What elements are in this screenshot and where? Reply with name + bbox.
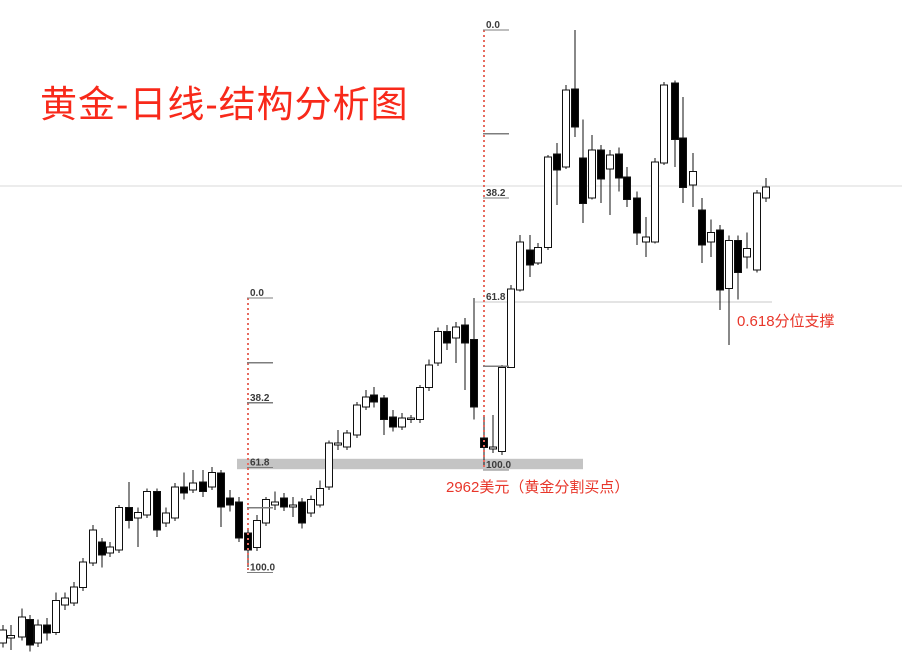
bear-candle — [43, 624, 51, 634]
bear-candle — [480, 437, 488, 449]
buy-point-annotation: 2962美元（黄金分割买点） — [446, 479, 630, 496]
bear-candle — [623, 176, 631, 201]
bear-candle — [26, 619, 34, 646]
page-title: 黄金-日线-结构分析图 — [40, 84, 409, 125]
bull-candle — [743, 247, 751, 258]
bull-candle — [208, 471, 216, 488]
bear-candle — [571, 88, 579, 128]
bull-candle — [18, 616, 26, 638]
bear-candle — [199, 481, 207, 493]
bear-candle — [734, 239, 742, 273]
bear-candle — [461, 324, 469, 344]
bull-candle — [534, 247, 542, 264]
bull-candle — [307, 499, 315, 514]
bull-candle — [425, 364, 433, 389]
bull-candle — [489, 446, 497, 450]
fib-level-label: 38.2 — [250, 393, 270, 404]
bear-candle — [153, 491, 161, 531]
bull-candle — [334, 442, 342, 446]
bear-candle — [180, 486, 188, 494]
bear-candle — [526, 249, 534, 266]
bear-candle — [125, 507, 133, 521]
bear-candle — [597, 149, 605, 180]
bull-candle — [642, 236, 650, 243]
bull-candle — [398, 417, 406, 428]
bull-candle — [416, 387, 424, 421]
bull-candle — [343, 432, 351, 448]
bull-candle — [289, 504, 297, 508]
bull-candle — [271, 501, 279, 506]
bear-candle — [389, 416, 397, 428]
bull-candle — [725, 239, 733, 289]
bull-candle — [253, 519, 261, 549]
bull-candle — [61, 597, 69, 606]
fib-level-label: 61.8 — [250, 458, 270, 469]
bull-candle — [115, 507, 123, 551]
bull-candle — [353, 404, 361, 436]
bull-candle — [689, 171, 697, 186]
bull-candle — [407, 417, 415, 421]
bear-candle — [679, 137, 687, 189]
bull-candle — [362, 396, 370, 408]
bear-candle — [698, 209, 706, 246]
bull-candle — [507, 288, 515, 369]
bull-candle — [544, 156, 552, 249]
bull-candle — [762, 186, 770, 199]
bull-candle — [562, 89, 570, 168]
bear-candle — [671, 82, 679, 141]
bull-candle — [434, 331, 442, 364]
bull-candle — [89, 529, 97, 564]
bull-candle — [79, 561, 87, 589]
support-annotation: 0.618分位支撑 — [737, 313, 835, 330]
bull-candle — [162, 512, 170, 524]
fib-level-label: 0.0 — [486, 20, 500, 31]
bull-candle — [34, 624, 42, 644]
bull-candle — [171, 486, 179, 519]
bear-candle — [443, 331, 451, 344]
bear-candle — [716, 229, 724, 291]
bull-candle — [143, 491, 151, 516]
bull-candle — [516, 241, 524, 291]
bull-candle — [707, 231, 715, 243]
bear-candle — [235, 501, 243, 539]
bull-candle — [498, 367, 506, 453]
bull-candle — [106, 546, 114, 554]
fib-level-label: 100.0 — [250, 562, 275, 573]
bear-candle — [470, 339, 478, 408]
bull-candle — [651, 161, 659, 243]
bull-candle — [7, 635, 15, 639]
fib-level-label: 0.0 — [250, 288, 264, 299]
bull-candle — [0, 629, 7, 644]
bull-candle — [660, 84, 668, 164]
bull-candle — [316, 487, 324, 506]
bull-candle — [606, 154, 614, 170]
bull-candle — [753, 192, 761, 271]
bull-candle — [52, 599, 60, 633]
bull-candle — [452, 326, 460, 339]
bear-candle — [553, 153, 561, 171]
bear-candle — [579, 157, 587, 205]
bear-candle — [615, 153, 623, 179]
bear-candle — [217, 472, 225, 508]
fib-level-label: 100.0 — [486, 460, 511, 471]
fib-level-label: 38.2 — [486, 188, 506, 199]
bear-candle — [380, 397, 388, 421]
bear-candle — [370, 394, 378, 403]
bear-candle — [98, 541, 106, 556]
bull-candle — [70, 586, 78, 604]
bear-candle — [298, 501, 306, 524]
fib-level-label: 61.8 — [486, 292, 506, 303]
bear-candle — [280, 497, 288, 508]
bull-candle — [588, 149, 596, 199]
bear-candle — [244, 532, 252, 551]
bear-candle — [633, 197, 641, 234]
bull-candle — [134, 511, 142, 519]
bull-candle — [325, 442, 333, 488]
bull-candle — [262, 499, 270, 524]
bull-candle — [189, 482, 197, 491]
bear-candle — [226, 497, 234, 506]
support-band — [237, 458, 583, 470]
